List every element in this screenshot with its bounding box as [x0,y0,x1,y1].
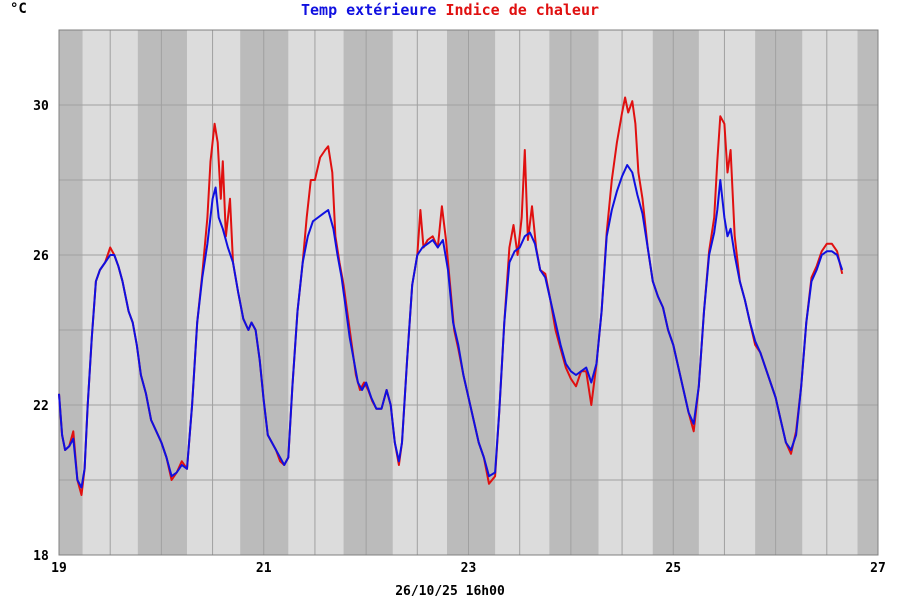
night-band-3 [343,30,393,555]
night-band-6 [652,30,699,555]
x-tick-label-21: 21 [256,561,272,576]
x-tick-label-27: 27 [870,561,886,576]
night-band-0 [59,30,83,555]
y-tick-label-26: 26 [33,249,49,264]
night-band-1 [137,30,187,555]
legend-heat-index: Indice de chaleur [445,1,600,19]
night-band-2 [240,30,289,555]
timestamp-label: 26/10/25 16h00 [395,584,505,599]
legend-temp: Temp extérieure [300,1,437,19]
x-tick-label-23: 23 [461,561,477,576]
y-tick-label-22: 22 [33,399,49,414]
y-tick-label-30: 30 [33,99,49,114]
plot-frame [58,29,879,556]
night-band-7 [755,30,803,555]
series-line-temp [58,164,844,489]
chart-title: Temp extérieure Indice de chaleur [0,1,900,19]
unit-label: °C [10,1,27,17]
x-tick-label-19: 19 [51,561,67,576]
night-band-8 [857,30,878,555]
y-tick-label-18: 18 [33,549,49,564]
night-band-5 [549,30,599,555]
x-tick-label-25: 25 [665,561,681,576]
